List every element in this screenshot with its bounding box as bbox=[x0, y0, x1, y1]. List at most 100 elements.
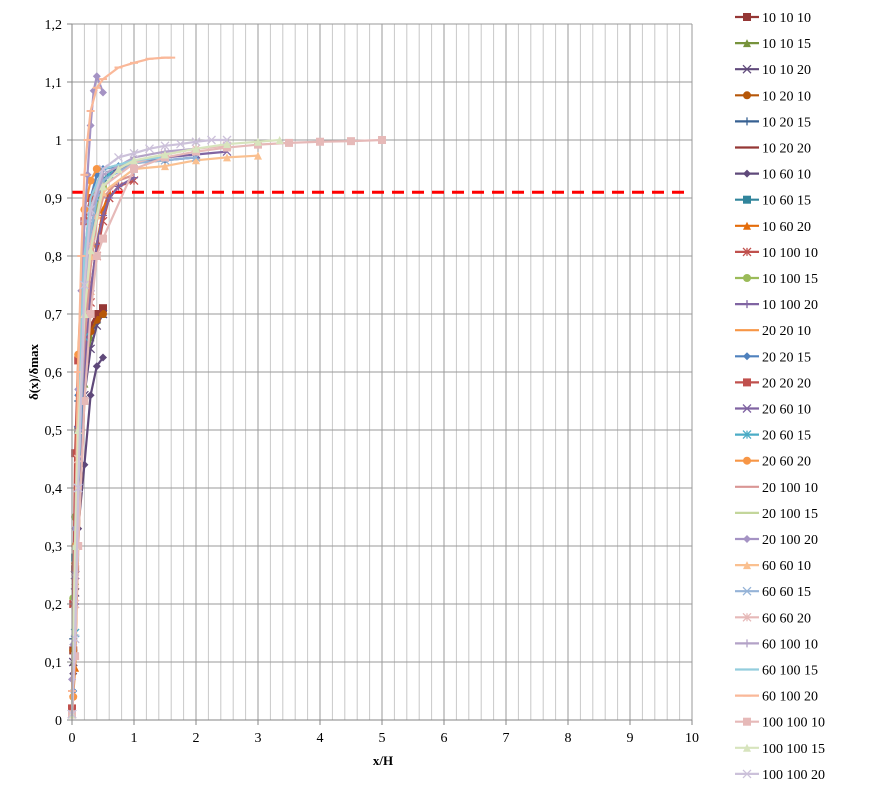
legend-item: 10 60 20 bbox=[735, 220, 811, 235]
data-point bbox=[743, 91, 751, 100]
legend-item: 60 100 15 bbox=[735, 664, 818, 679]
data-point bbox=[742, 586, 752, 596]
data-point bbox=[160, 141, 170, 151]
data-point bbox=[742, 769, 752, 779]
data-point bbox=[742, 64, 752, 74]
legend-label: 10 20 10 bbox=[762, 89, 811, 104]
legend-label: 20 20 10 bbox=[762, 324, 811, 339]
data-point bbox=[743, 13, 751, 21]
y-tick-label: 0,2 bbox=[45, 598, 63, 613]
y-tick-label: 0,4 bbox=[45, 482, 63, 497]
legend-item: 10 20 15 bbox=[735, 115, 811, 130]
x-tick-label: 7 bbox=[503, 731, 510, 746]
legend-item: 20 20 15 bbox=[735, 350, 811, 365]
legend-label: 10 10 15 bbox=[762, 37, 811, 52]
y-tick-label: 1,2 bbox=[45, 18, 63, 33]
data-point bbox=[99, 211, 107, 220]
y-tick-label: 0,8 bbox=[45, 250, 63, 265]
x-tick-label: 4 bbox=[317, 731, 324, 746]
series-group bbox=[67, 56, 386, 719]
legend-label: 20 100 20 bbox=[762, 533, 818, 548]
legend-label: 10 10 10 bbox=[762, 11, 811, 26]
x-tick-label: 6 bbox=[441, 731, 448, 746]
legend-label: 10 20 15 bbox=[762, 115, 811, 130]
legend-item: 100 100 15 bbox=[735, 742, 825, 757]
legend-label: 100 100 20 bbox=[762, 768, 825, 783]
legend-item: 60 60 20 bbox=[735, 611, 811, 626]
data-point bbox=[99, 182, 107, 191]
y-tick-label: 0 bbox=[55, 714, 62, 729]
legend-item: 20 60 15 bbox=[735, 429, 811, 444]
data-point bbox=[743, 117, 751, 126]
legend-label: 10 100 10 bbox=[762, 246, 818, 261]
x-tick-label: 2 bbox=[193, 731, 200, 746]
legend-label: 10 10 20 bbox=[762, 63, 811, 78]
data-point bbox=[207, 135, 216, 145]
data-point bbox=[92, 362, 101, 371]
data-point bbox=[743, 221, 751, 230]
data-point bbox=[743, 195, 751, 204]
legend-label: 60 100 10 bbox=[762, 637, 818, 652]
data-point bbox=[114, 152, 123, 162]
legend-item: 10 20 10 bbox=[735, 89, 811, 104]
legend-item: 10 60 15 bbox=[735, 194, 811, 209]
legend-item: 10 10 10 bbox=[735, 11, 811, 26]
data-point bbox=[80, 397, 89, 405]
data-point bbox=[99, 234, 107, 243]
data-point bbox=[129, 148, 139, 158]
legend-label: 60 60 20 bbox=[762, 611, 811, 626]
legend-label: 100 100 15 bbox=[762, 742, 825, 757]
x-tick-label: 5 bbox=[379, 731, 386, 746]
legend-label: 10 20 20 bbox=[762, 142, 811, 157]
data-point bbox=[92, 252, 101, 260]
data-point bbox=[114, 182, 123, 191]
data-point bbox=[743, 639, 751, 648]
legend-label: 20 100 15 bbox=[762, 507, 818, 522]
axes: 0 0,1 0,2 0,3 0,4 0,5 0,6 0,7 0,8 0,9 1 1,1 1,2 0 1 2 3 4… bbox=[45, 18, 700, 746]
legend-item: 10 100 20 bbox=[735, 298, 818, 313]
legend-label: 60 100 20 bbox=[762, 690, 818, 705]
data-point bbox=[86, 205, 96, 215]
legend-label: 10 60 15 bbox=[762, 194, 811, 209]
data-point bbox=[99, 310, 107, 318]
legend-item: 60 100 10 bbox=[735, 637, 818, 652]
y-tick-label: 0,1 bbox=[45, 656, 63, 671]
series-line bbox=[70, 138, 383, 715]
data-point bbox=[192, 156, 200, 165]
x-tick-label: 8 bbox=[565, 731, 572, 746]
data-point bbox=[223, 140, 231, 149]
legend-item: 10 60 10 bbox=[735, 168, 811, 183]
legend-item: 20 20 20 bbox=[735, 376, 811, 391]
data-point bbox=[285, 138, 293, 147]
series-100-100-10 bbox=[68, 136, 386, 719]
legend-item: 20 60 10 bbox=[735, 403, 811, 418]
x-axis-label: x/H bbox=[373, 753, 393, 768]
data-point bbox=[275, 136, 284, 144]
legend-item: 10 100 15 bbox=[735, 272, 818, 287]
legend-item: 20 100 15 bbox=[735, 507, 818, 522]
data-point bbox=[86, 176, 95, 185]
data-point bbox=[743, 169, 751, 178]
legend-item: 10 20 20 bbox=[735, 142, 811, 157]
legend-item: 20 60 20 bbox=[735, 455, 811, 470]
y-tick-label: 0,3 bbox=[45, 540, 63, 555]
data-point bbox=[86, 310, 95, 318]
data-point bbox=[743, 300, 751, 309]
legend-label: 20 100 10 bbox=[762, 481, 818, 496]
grid bbox=[71, 23, 693, 721]
data-point bbox=[743, 561, 751, 570]
legend-label: 20 20 15 bbox=[762, 350, 811, 365]
data-point bbox=[743, 743, 751, 752]
x-tick-label: 0 bbox=[69, 731, 76, 746]
data-point bbox=[99, 353, 107, 362]
y-tick-label: 1 bbox=[55, 134, 62, 149]
y-tick-label: 0,5 bbox=[45, 424, 63, 439]
legend-label: 20 20 20 bbox=[762, 376, 811, 391]
data-point bbox=[743, 378, 751, 387]
legend-label: 20 60 10 bbox=[762, 403, 811, 418]
legend: 10 10 10 10 10 15 10 10 20 10 20 10 10 20 15… bbox=[735, 11, 825, 783]
data-point bbox=[71, 449, 80, 458]
data-point bbox=[742, 247, 752, 257]
legend-label: 60 100 15 bbox=[762, 664, 818, 679]
legend-label: 10 60 10 bbox=[762, 168, 811, 183]
